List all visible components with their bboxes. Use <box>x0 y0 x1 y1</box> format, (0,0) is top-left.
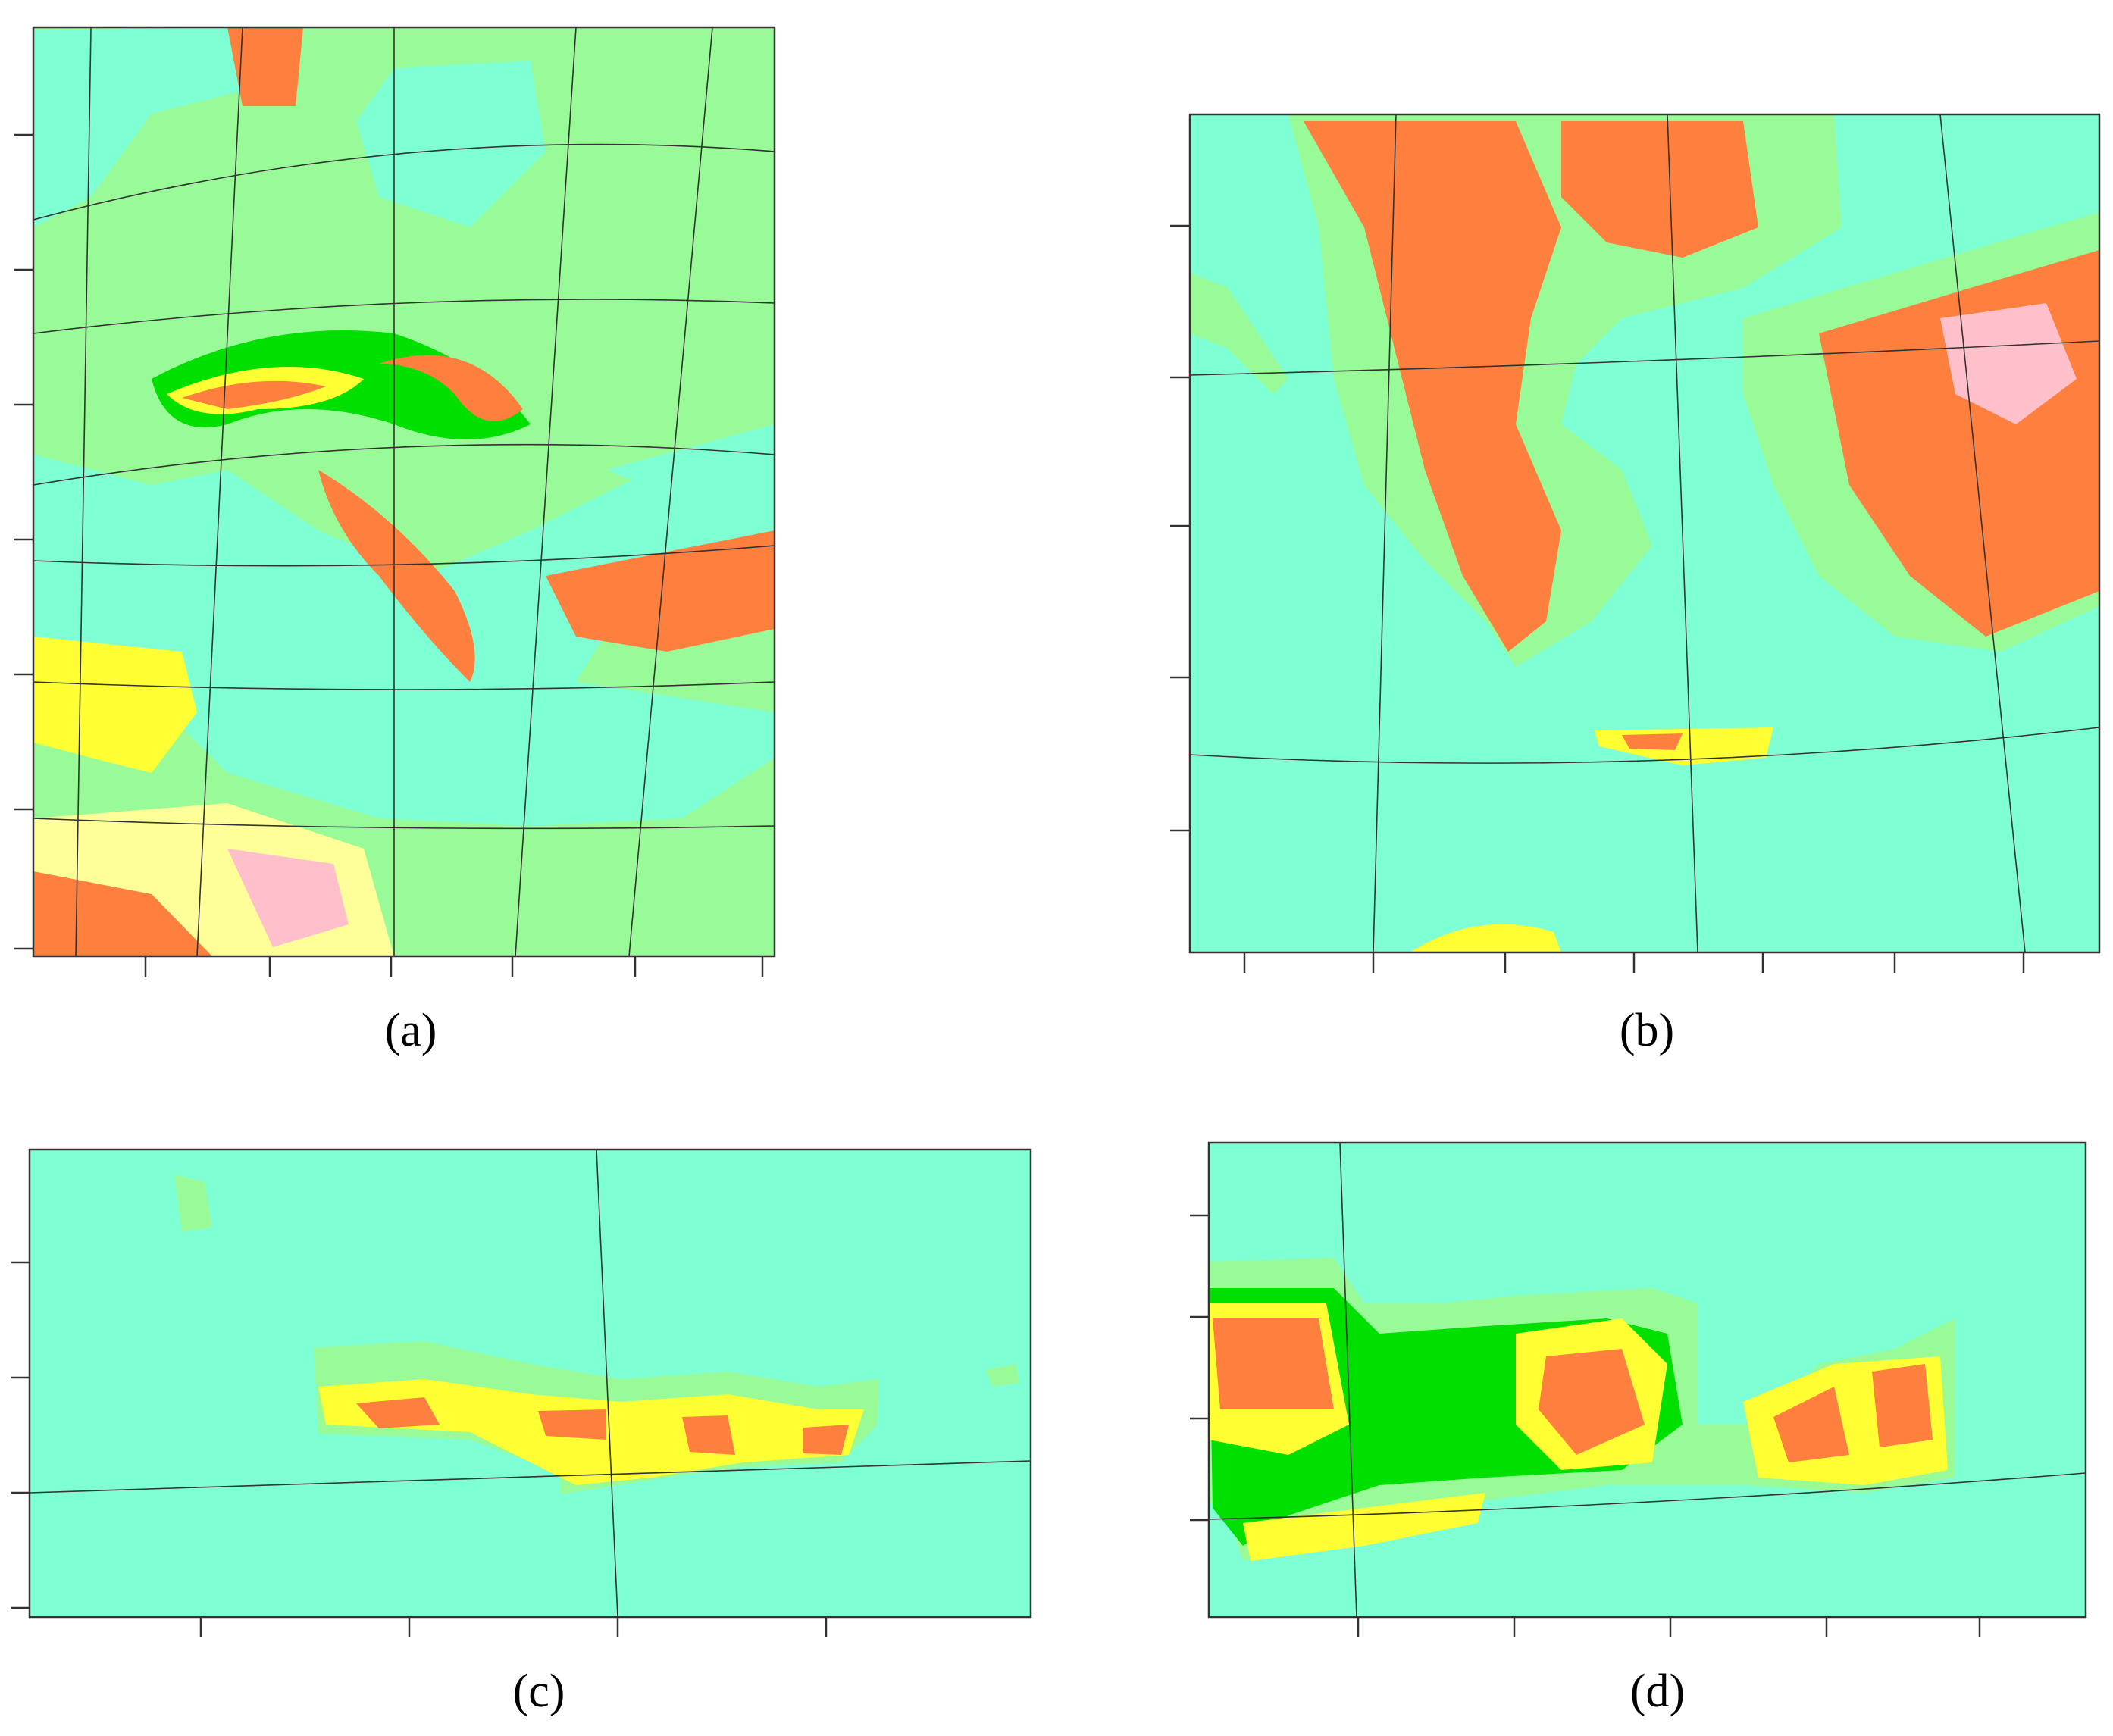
map-panel-b <box>1190 114 2099 952</box>
map-frame <box>28 1148 1032 1619</box>
panel-label: (b) <box>1620 1005 1674 1056</box>
ticks-a <box>14 133 764 977</box>
ticks-c <box>11 1261 828 1637</box>
map-frame <box>1188 113 2101 954</box>
ticks-b <box>1170 224 2025 973</box>
map-panel-c <box>30 1150 1031 1617</box>
panel-label: (a) <box>385 1005 437 1056</box>
map-frame <box>32 26 776 958</box>
map-panel-d <box>1209 1143 2086 1617</box>
panel-label: (c) <box>513 1666 565 1717</box>
ticks-d <box>1190 1214 1981 1637</box>
panel-label: (d) <box>1630 1666 1685 1717</box>
map-panel-a <box>33 27 775 956</box>
map-frame <box>1207 1141 2087 1619</box>
